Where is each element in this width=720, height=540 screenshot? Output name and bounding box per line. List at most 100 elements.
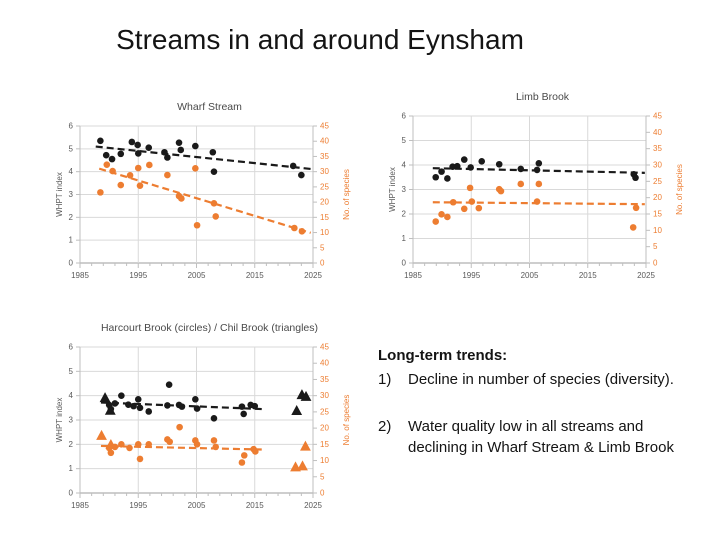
data-point bbox=[535, 159, 543, 167]
data-point bbox=[212, 213, 220, 220]
left-axis-title: WHPT index bbox=[55, 398, 64, 443]
right-axis-tick-label: 20 bbox=[320, 424, 329, 433]
data-point bbox=[107, 449, 115, 457]
trendline-left bbox=[432, 167, 645, 174]
left-axis-tick-label: 0 bbox=[402, 259, 407, 268]
data-point bbox=[128, 138, 136, 146]
data-point bbox=[136, 182, 144, 189]
right-axis-tick-label: 5 bbox=[653, 242, 658, 251]
left-axis-tick-label: 5 bbox=[69, 367, 74, 376]
trendline-left bbox=[100, 401, 262, 411]
data-point bbox=[444, 175, 451, 182]
x-axis-tick-label: 2005 bbox=[521, 271, 539, 280]
right-axis-tick-label: 30 bbox=[320, 391, 329, 400]
right-axis-tick-label: 45 bbox=[320, 122, 329, 131]
series-no-of-species bbox=[97, 161, 306, 235]
right-axis-tick-label: 15 bbox=[320, 213, 329, 222]
data-point bbox=[176, 423, 183, 431]
data-point bbox=[240, 452, 248, 459]
chart-title: Harcourt Brook (circles) / Chil Brook (t… bbox=[101, 322, 318, 334]
right-axis-tick-label: 10 bbox=[653, 226, 662, 235]
x-axis-tick-label: 1985 bbox=[71, 501, 89, 510]
data-point bbox=[166, 438, 174, 446]
right-axis-tick-label: 25 bbox=[320, 407, 329, 416]
data-point bbox=[97, 137, 104, 145]
chart-harcourt-chil-brook: Harcourt Brook (circles) / Chil Brook (t… bbox=[55, 317, 360, 515]
left-axis-tick-label: 3 bbox=[69, 416, 74, 425]
data-point bbox=[210, 437, 218, 444]
right-axis-tick-label: 20 bbox=[653, 193, 662, 202]
slide-title: Streams in and around Eynsham bbox=[116, 24, 524, 55]
right-axis-tick-label: 20 bbox=[320, 198, 329, 207]
data-point bbox=[495, 160, 503, 168]
data-point bbox=[240, 410, 247, 418]
left-axis-tick-label: 0 bbox=[69, 489, 74, 498]
left-axis-tick-label: 4 bbox=[69, 391, 74, 400]
axes bbox=[409, 115, 650, 268]
left-axis-tick-label: 3 bbox=[69, 190, 74, 199]
data-point bbox=[209, 148, 217, 156]
data-point bbox=[632, 174, 639, 182]
data-point bbox=[192, 142, 199, 150]
data-point bbox=[134, 164, 142, 172]
left-axis-tick-label: 1 bbox=[402, 234, 407, 243]
data-point bbox=[97, 189, 104, 196]
trendline-right bbox=[98, 167, 311, 234]
data-point-triangle bbox=[99, 392, 111, 403]
trendline-right bbox=[432, 201, 645, 206]
note-text: Water quality low in all streams and dec… bbox=[408, 418, 674, 456]
right-axis-tick-label: 40 bbox=[320, 137, 329, 146]
data-point bbox=[629, 224, 637, 231]
left-axis-tick-label: 6 bbox=[69, 122, 74, 131]
x-axis-tick-label: 2005 bbox=[188, 271, 206, 280]
data-point bbox=[103, 161, 111, 168]
series-harcourt-brook-whpt-index bbox=[105, 381, 259, 422]
data-point bbox=[298, 171, 305, 179]
data-point bbox=[460, 156, 468, 163]
data-point-triangle bbox=[96, 429, 107, 440]
data-point bbox=[475, 204, 483, 212]
axes bbox=[76, 125, 317, 268]
trendline-left bbox=[95, 145, 311, 171]
right-axis-tick-label: 0 bbox=[320, 259, 325, 268]
data-point bbox=[192, 165, 199, 172]
chart-title: Wharf Stream bbox=[177, 101, 242, 113]
data-point bbox=[438, 211, 445, 218]
left-axis-tick-label: 5 bbox=[402, 136, 407, 145]
x-axis-tick-label: 2015 bbox=[246, 271, 264, 280]
long-term-trends-notes: Long-term trends: 1) Decline in number o… bbox=[378, 347, 708, 458]
right-axis-tick-label: 15 bbox=[320, 440, 329, 449]
note-text: Decline in number of species (diversity)… bbox=[408, 371, 674, 388]
x-axis-tick-label: 1985 bbox=[71, 271, 89, 280]
data-point bbox=[178, 195, 185, 202]
data-point bbox=[535, 180, 543, 188]
data-point bbox=[136, 455, 144, 463]
x-axis-tick-label: 2005 bbox=[188, 501, 206, 510]
right-axis-tick-label: 5 bbox=[320, 472, 325, 481]
left-axis-title: WHPT index bbox=[55, 172, 64, 217]
left-axis-tick-label: 5 bbox=[69, 144, 74, 153]
data-point bbox=[449, 198, 457, 206]
note-number: 1) bbox=[378, 371, 392, 388]
data-point-triangle bbox=[104, 404, 116, 415]
data-point bbox=[432, 173, 440, 181]
left-axis-tick-label: 4 bbox=[402, 161, 407, 170]
data-point bbox=[460, 205, 468, 213]
chart-title: Limb Brook bbox=[516, 91, 570, 103]
right-axis-tick-label: 45 bbox=[320, 343, 329, 352]
data-point bbox=[497, 187, 505, 195]
data-point bbox=[102, 151, 110, 159]
data-point-triangle bbox=[291, 404, 303, 415]
right-axis-title: No. of species bbox=[342, 169, 351, 220]
data-point bbox=[118, 392, 125, 399]
data-point bbox=[145, 408, 153, 415]
left-axis-tick-label: 3 bbox=[402, 185, 407, 194]
data-point-triangle bbox=[297, 460, 308, 471]
data-point bbox=[134, 396, 142, 403]
right-axis-tick-label: 0 bbox=[320, 489, 325, 498]
data-point-triangle bbox=[300, 440, 311, 451]
chart-limb-brook: Limb Brook 0 1 2 3 4 5 6 0 5 10 15 20 25 30 35 40 45 1985 1… bbox=[388, 86, 693, 285]
series-whpt-index bbox=[432, 156, 639, 182]
x-axis-tick-label: 1995 bbox=[129, 271, 147, 280]
data-point bbox=[108, 155, 116, 163]
